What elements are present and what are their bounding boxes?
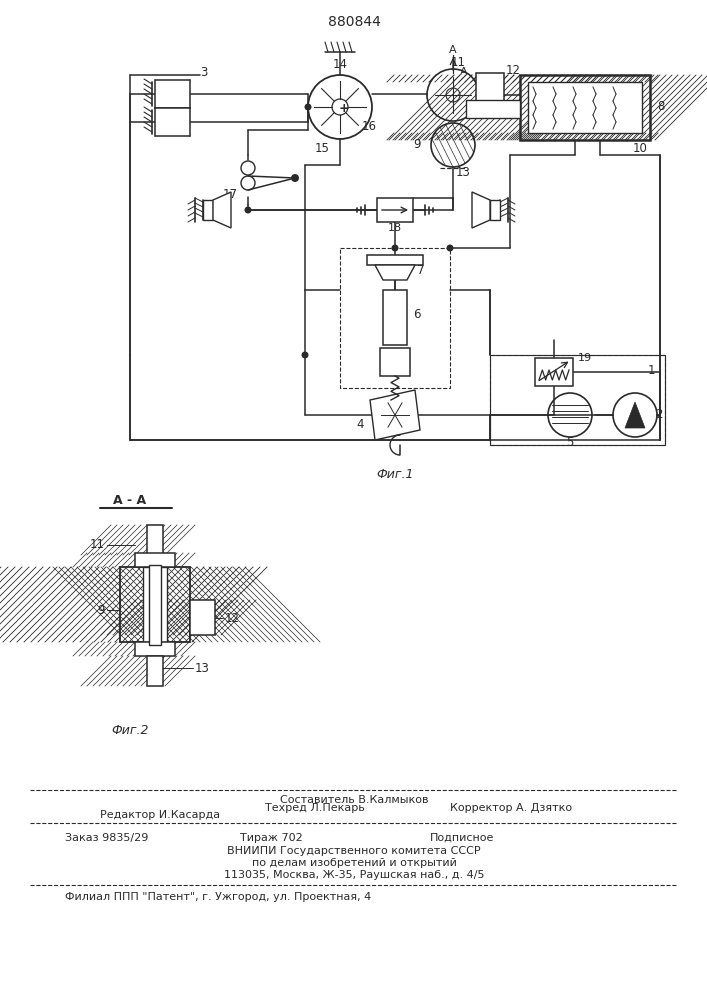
Text: 1: 1 bbox=[648, 363, 655, 376]
Polygon shape bbox=[370, 390, 420, 440]
Text: 11: 11 bbox=[90, 538, 105, 552]
Text: 9: 9 bbox=[98, 603, 105, 616]
Circle shape bbox=[291, 174, 299, 182]
Circle shape bbox=[245, 207, 252, 214]
Text: 17: 17 bbox=[223, 188, 238, 202]
Text: 11: 11 bbox=[450, 56, 465, 70]
Bar bbox=[383, 290, 407, 345]
Bar bbox=[155, 80, 190, 108]
Polygon shape bbox=[472, 192, 490, 228]
Text: Тираж 702: Тираж 702 bbox=[240, 833, 303, 843]
Circle shape bbox=[308, 75, 372, 139]
Bar bbox=[476, 73, 504, 117]
Text: 13: 13 bbox=[455, 166, 470, 180]
Text: 8: 8 bbox=[657, 101, 665, 113]
Polygon shape bbox=[213, 192, 231, 228]
Text: 6: 6 bbox=[413, 308, 421, 322]
Circle shape bbox=[548, 393, 592, 437]
Circle shape bbox=[305, 104, 312, 110]
Bar bbox=[490, 355, 665, 445]
Text: ВНИИПИ Государственного комитета СССР: ВНИИПИ Государственного комитета СССР bbox=[227, 846, 481, 856]
Circle shape bbox=[447, 244, 453, 251]
Bar bbox=[535, 358, 573, 386]
Text: 12: 12 bbox=[506, 64, 521, 77]
Polygon shape bbox=[375, 265, 415, 280]
Bar bbox=[143, 567, 167, 642]
Text: Заказ 9835/29: Заказ 9835/29 bbox=[65, 833, 148, 843]
Text: 18: 18 bbox=[388, 223, 402, 233]
Polygon shape bbox=[625, 402, 645, 428]
Text: 3: 3 bbox=[200, 66, 207, 79]
Bar bbox=[340, 248, 450, 388]
Bar bbox=[528, 82, 642, 133]
Text: 9: 9 bbox=[414, 138, 421, 151]
Text: 12: 12 bbox=[225, 611, 240, 624]
Bar bbox=[380, 348, 410, 376]
Text: 7: 7 bbox=[417, 263, 424, 276]
Circle shape bbox=[301, 352, 308, 359]
Text: 5: 5 bbox=[566, 436, 573, 450]
Text: по делам изобретений и открытий: по делам изобретений и открытий bbox=[252, 858, 457, 868]
Bar bbox=[520, 75, 650, 140]
Circle shape bbox=[632, 413, 638, 419]
Text: Подписное: Подписное bbox=[430, 833, 494, 843]
Bar bbox=[490, 200, 500, 220]
Circle shape bbox=[427, 69, 479, 121]
Bar bbox=[490, 355, 665, 445]
Text: Филиал ППП "Патент", г. Ужгород, ул. Проектная, 4: Филиал ППП "Патент", г. Ужгород, ул. Про… bbox=[65, 892, 371, 902]
Text: A - A: A - A bbox=[113, 493, 146, 506]
Bar bbox=[135, 642, 175, 656]
Text: Корректор А. Дзятко: Корректор А. Дзятко bbox=[450, 803, 572, 813]
Text: 113035, Москва, Ж-35, Раушская наб., д. 4/5: 113035, Москва, Ж-35, Раушская наб., д. … bbox=[223, 870, 484, 880]
Text: A: A bbox=[449, 45, 457, 55]
Text: +: + bbox=[339, 103, 349, 115]
Text: 2: 2 bbox=[655, 408, 662, 422]
Text: Редактор И.Касарда: Редактор И.Касарда bbox=[100, 810, 220, 820]
Bar bbox=[155, 108, 190, 136]
Text: Составитель В.Калмыков: Составитель В.Калмыков bbox=[280, 795, 428, 805]
Bar bbox=[147, 656, 163, 686]
Text: 4: 4 bbox=[356, 418, 363, 432]
Bar bbox=[135, 553, 175, 567]
Bar bbox=[377, 198, 413, 222]
Text: Фиг.1: Фиг.1 bbox=[376, 468, 414, 482]
Text: 880844: 880844 bbox=[327, 15, 380, 29]
Text: 10: 10 bbox=[633, 141, 648, 154]
Bar bbox=[147, 525, 163, 555]
Bar bbox=[367, 255, 423, 265]
Text: Техред Л.Пекарь: Техред Л.Пекарь bbox=[265, 803, 365, 813]
Bar bbox=[149, 565, 161, 645]
Text: 19: 19 bbox=[578, 353, 592, 363]
Text: 16: 16 bbox=[362, 120, 377, 133]
Circle shape bbox=[392, 244, 399, 251]
Text: 14: 14 bbox=[332, 58, 348, 72]
Text: Фиг.2: Фиг.2 bbox=[111, 724, 148, 736]
Text: A: A bbox=[460, 67, 468, 77]
Bar bbox=[120, 567, 190, 642]
Text: 13: 13 bbox=[195, 662, 210, 674]
Bar bbox=[466, 100, 520, 118]
Bar bbox=[203, 200, 213, 220]
Bar bbox=[190, 600, 215, 635]
Text: 15: 15 bbox=[315, 142, 329, 155]
